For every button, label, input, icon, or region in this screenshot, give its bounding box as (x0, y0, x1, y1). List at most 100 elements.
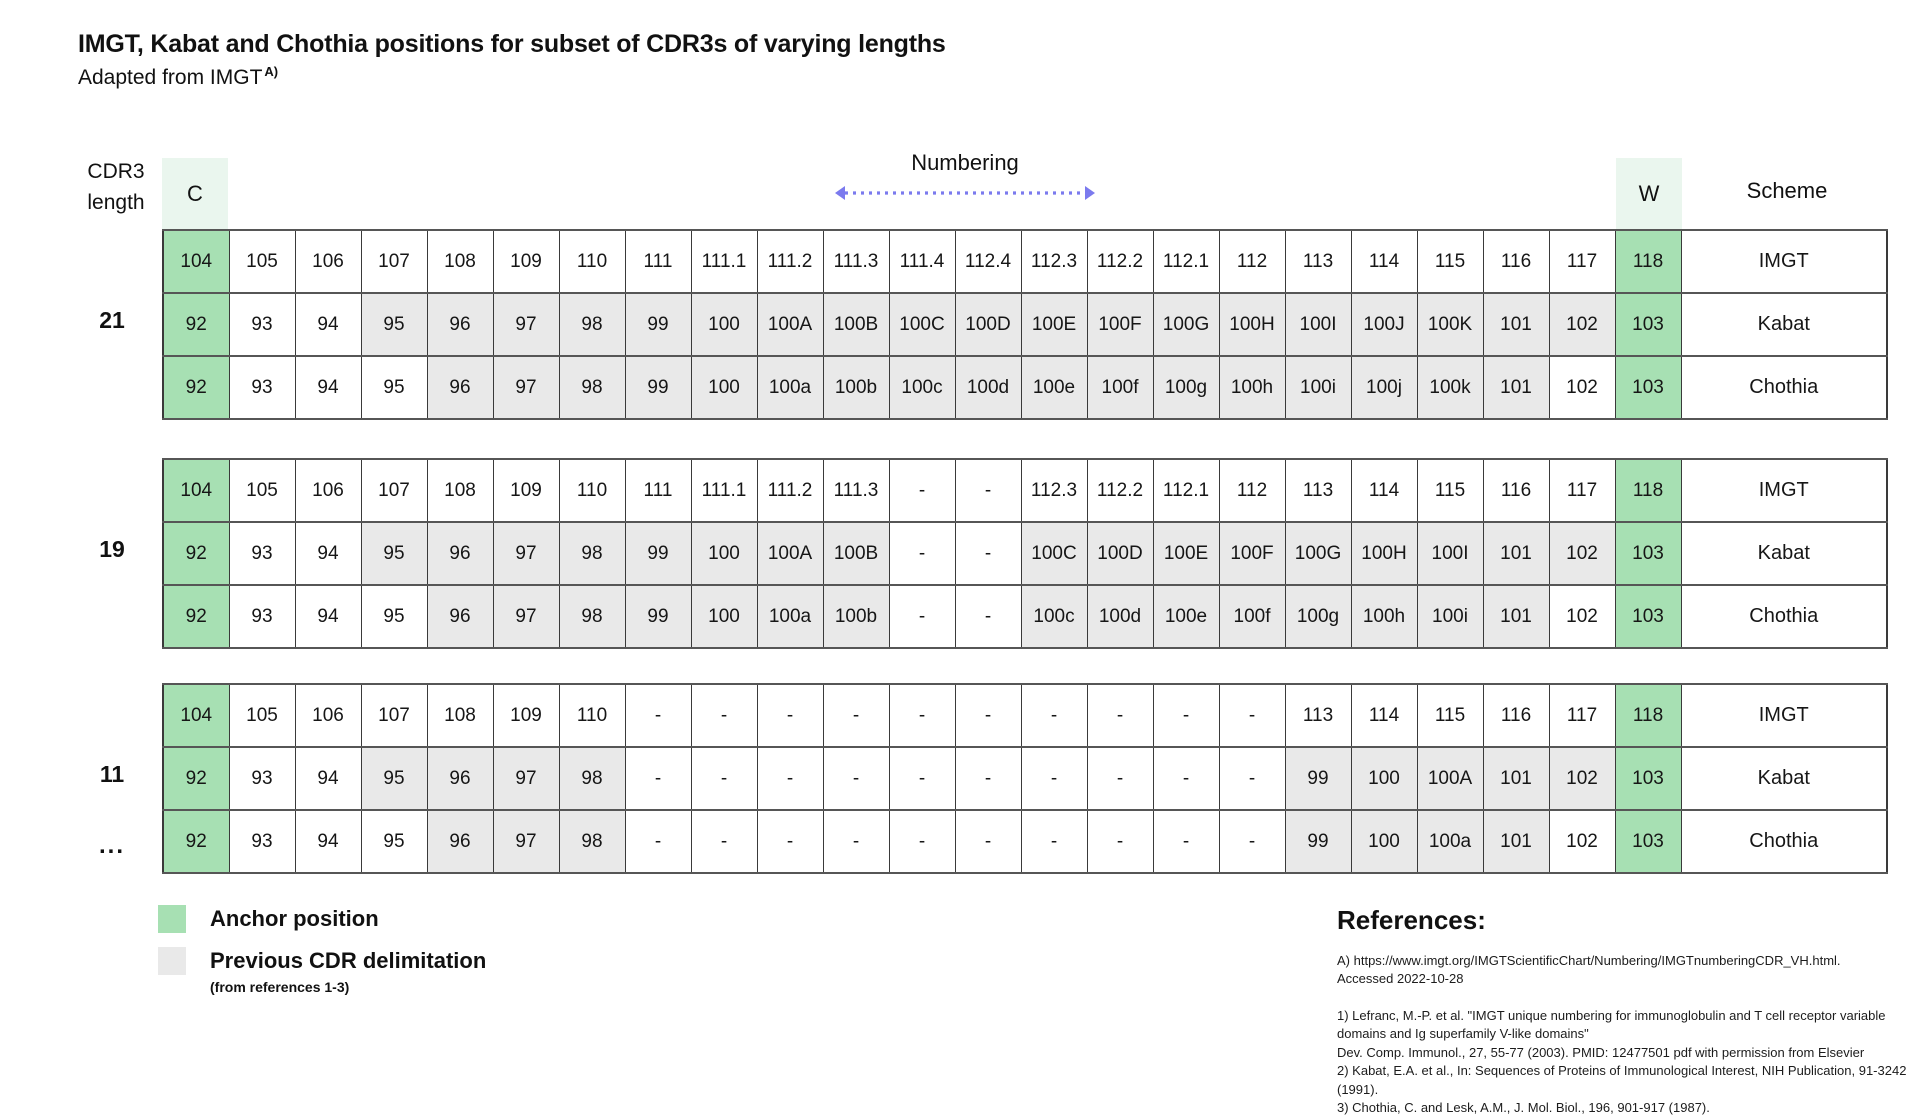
position-cell: - (1086, 683, 1154, 748)
reference-list: 1) Lefranc, M.-P. et al. "IMGT unique nu… (1337, 1007, 1907, 1116)
position-cell: 101 (1482, 292, 1550, 357)
position-cell: 101 (1482, 355, 1550, 420)
page-subtitle: Adapted from IMGT A) (78, 64, 278, 90)
position-cell: 100 (1350, 746, 1418, 811)
position-cell: 94 (294, 521, 362, 586)
position-cell: - (954, 458, 1022, 523)
position-cell: 100A (756, 521, 824, 586)
previous-cdr-label: Previous CDR delimitation (210, 948, 487, 973)
position-cell: 99 (624, 355, 692, 420)
position-cell: 100G (1284, 521, 1352, 586)
position-cell: - (888, 683, 956, 748)
subtitle-text: Adapted from IMGT (78, 66, 263, 89)
position-cell: - (624, 683, 692, 748)
position-cell: 100i (1284, 355, 1352, 420)
table-row: 92 93 94 95 96 97 98 99 100 100a 100b 100c 100d 100e 1… (162, 355, 1888, 420)
position-cell: - (954, 521, 1022, 586)
position-cell: 100 (1350, 809, 1418, 874)
position-cell: - (690, 746, 758, 811)
position-cell: 100C (1020, 521, 1088, 586)
position-cell: 100a (1416, 809, 1484, 874)
position-cell: 109 (492, 229, 560, 294)
position-cell: - (690, 809, 758, 874)
position-cell: 100i (1416, 584, 1484, 649)
numbering-table-group-21: 104 105 106 107 108 109 110 111 111.1 111.2 111.3 1… (162, 229, 1888, 420)
position-cell: 98 (558, 809, 626, 874)
anchor-position-cell: 104 (162, 229, 230, 294)
anchor-position-cell: 103 (1614, 292, 1682, 357)
position-cell: 100B (822, 521, 890, 586)
position-cell: 98 (558, 584, 626, 649)
position-cell: 94 (294, 809, 362, 874)
position-cell: 105 (228, 458, 296, 523)
position-cell: 111 (624, 229, 692, 294)
position-cell: - (954, 746, 1022, 811)
position-cell: 93 (228, 809, 296, 874)
position-cell: - (1152, 809, 1220, 874)
position-cell: - (822, 809, 890, 874)
position-cell: 110 (558, 229, 626, 294)
position-cell: 96 (426, 355, 494, 420)
position-cell: 95 (360, 809, 428, 874)
position-cell: 95 (360, 746, 428, 811)
position-cell: - (1086, 746, 1154, 811)
position-cell: 116 (1482, 683, 1550, 748)
position-cell: 113 (1284, 458, 1352, 523)
position-cell: 114 (1350, 229, 1418, 294)
cdr3-length-value-21: 21 (99, 307, 125, 333)
numbering-table: 104 105 106 107 108 109 110 111 111.1 111.2 111.3-… (162, 458, 1888, 649)
position-cell: 97 (492, 809, 560, 874)
position-cell: - (1218, 809, 1286, 874)
position-cell: 114 (1350, 683, 1418, 748)
scheme-cell: Kabat (1680, 292, 1888, 357)
cdr3-length-value-19: 19 (99, 536, 125, 562)
position-cell: 100k (1416, 355, 1484, 420)
position-cell: 116 (1482, 229, 1550, 294)
position-cell: 107 (360, 229, 428, 294)
anchor-position-cell: 118 (1614, 458, 1682, 523)
numbering-table-group-11: 104 105 106 107 108 109 110- - - - - - - - - -113 114 115… (162, 683, 1888, 874)
position-cell: 115 (1416, 229, 1484, 294)
position-cell: 102 (1548, 521, 1616, 586)
position-cell: 95 (360, 292, 428, 357)
position-cell: 116 (1482, 458, 1550, 523)
previous-cdr-swatch (158, 947, 186, 975)
position-cell: 106 (294, 458, 362, 523)
position-cell: 106 (294, 229, 362, 294)
position-cell: 112.1 (1152, 229, 1220, 294)
position-cell: 93 (228, 355, 296, 420)
position-cell: 97 (492, 584, 560, 649)
position-cell: 99 (1284, 746, 1352, 811)
position-cell: 94 (294, 746, 362, 811)
legend-anchor-row: Anchor position (158, 905, 486, 933)
position-cell: - (624, 746, 692, 811)
position-cell: 105 (228, 683, 296, 748)
table-row: 92 93 94 95 96 97 98- - - - - - - - - -99 100 100a 101 102 1… (162, 809, 1888, 874)
position-cell: 100 (690, 584, 758, 649)
position-cell: 96 (426, 521, 494, 586)
position-cell: 98 (558, 746, 626, 811)
position-cell: 117 (1548, 683, 1616, 748)
position-cell: 96 (426, 746, 494, 811)
numbering-table-group-19: 104 105 106 107 108 109 110 111 111.1 111.2 111.3-… (162, 458, 1888, 649)
scheme-cell: Kabat (1680, 521, 1888, 586)
position-cell: 94 (294, 584, 362, 649)
numbering-table: 104 105 106 107 108 109 110 111 111.1 111.2 111.3 1… (162, 229, 1888, 420)
position-cell: 112.2 (1086, 229, 1154, 294)
position-cell: 113 (1284, 229, 1352, 294)
position-cell: 98 (558, 521, 626, 586)
position-cell: - (1218, 683, 1286, 748)
scheme-cell: IMGT (1680, 458, 1888, 523)
position-cell: 98 (558, 355, 626, 420)
position-cell: 100g (1284, 584, 1352, 649)
anchor-position-cell: 92 (162, 746, 230, 811)
anchor-position-cell: 118 (1614, 229, 1682, 294)
position-cell: 102 (1548, 809, 1616, 874)
position-cell: 100A (1416, 746, 1484, 811)
anchor-position-cell: 103 (1614, 584, 1682, 649)
position-cell: 111.1 (690, 458, 758, 523)
position-cell: - (690, 683, 758, 748)
position-cell: - (888, 521, 956, 586)
position-cell: - (888, 458, 956, 523)
position-cell: 100f (1218, 584, 1286, 649)
